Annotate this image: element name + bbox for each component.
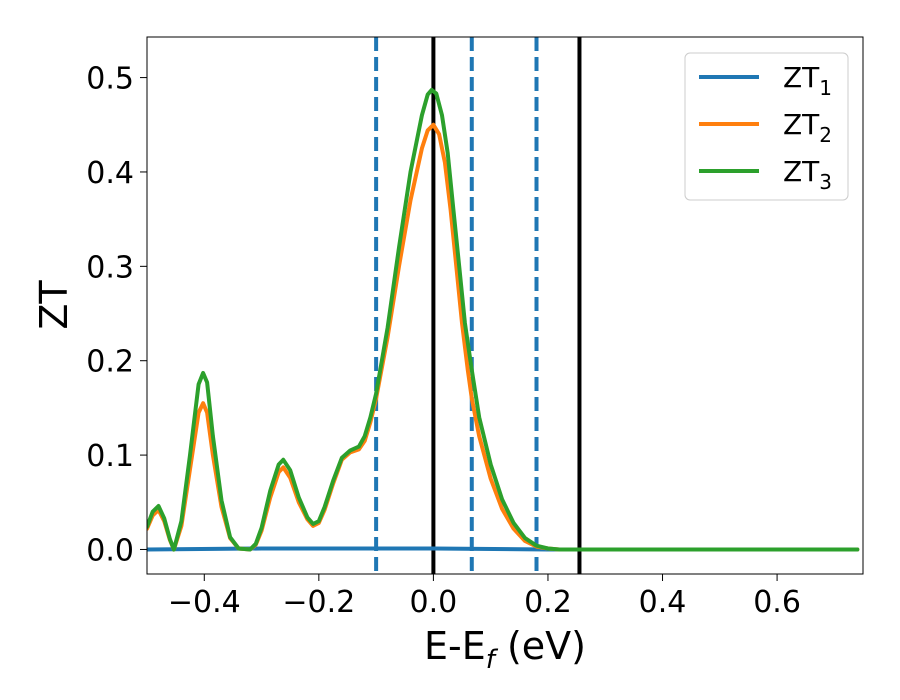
legend-label-zt1: ZT1 <box>783 61 832 100</box>
x-tick-label: 0.4 <box>639 585 687 620</box>
y-tick-label: 0.1 <box>86 439 134 474</box>
y-axis-ticks: 0.0 0.1 0.2 0.3 0.4 0.5 <box>86 62 147 568</box>
series-lines <box>147 87 860 552</box>
legend-label-zt2: ZT2 <box>783 108 832 147</box>
legend: ZT1 ZT2 ZT3 <box>684 52 849 201</box>
reference-lines <box>374 37 582 574</box>
y-tick-label: 0.5 <box>86 62 134 97</box>
y-tick-label: 0.2 <box>86 345 134 380</box>
plot-frame <box>146 36 864 575</box>
x-tick-label: −0.2 <box>282 585 355 620</box>
x-tick-label: 0.6 <box>753 585 801 620</box>
y-tick-label: 0.3 <box>86 250 134 285</box>
y-tick-label: 0.0 <box>86 533 134 568</box>
x-tick-label: 0.2 <box>524 585 572 620</box>
x-axis-ticks: −0.4 −0.2 0.0 0.2 0.4 0.6 <box>168 574 801 620</box>
legend-box <box>684 52 849 201</box>
legend-label-zt3: ZT3 <box>783 155 832 194</box>
x-tick-label: −0.4 <box>168 585 241 620</box>
series-line-zt3 <box>147 87 860 552</box>
y-axis-title: ZT <box>32 280 76 330</box>
x-tick-label: 0.0 <box>410 585 458 620</box>
x-axis-title: E-Ef (eV) <box>424 624 586 675</box>
y-tick-label: 0.4 <box>86 156 134 191</box>
